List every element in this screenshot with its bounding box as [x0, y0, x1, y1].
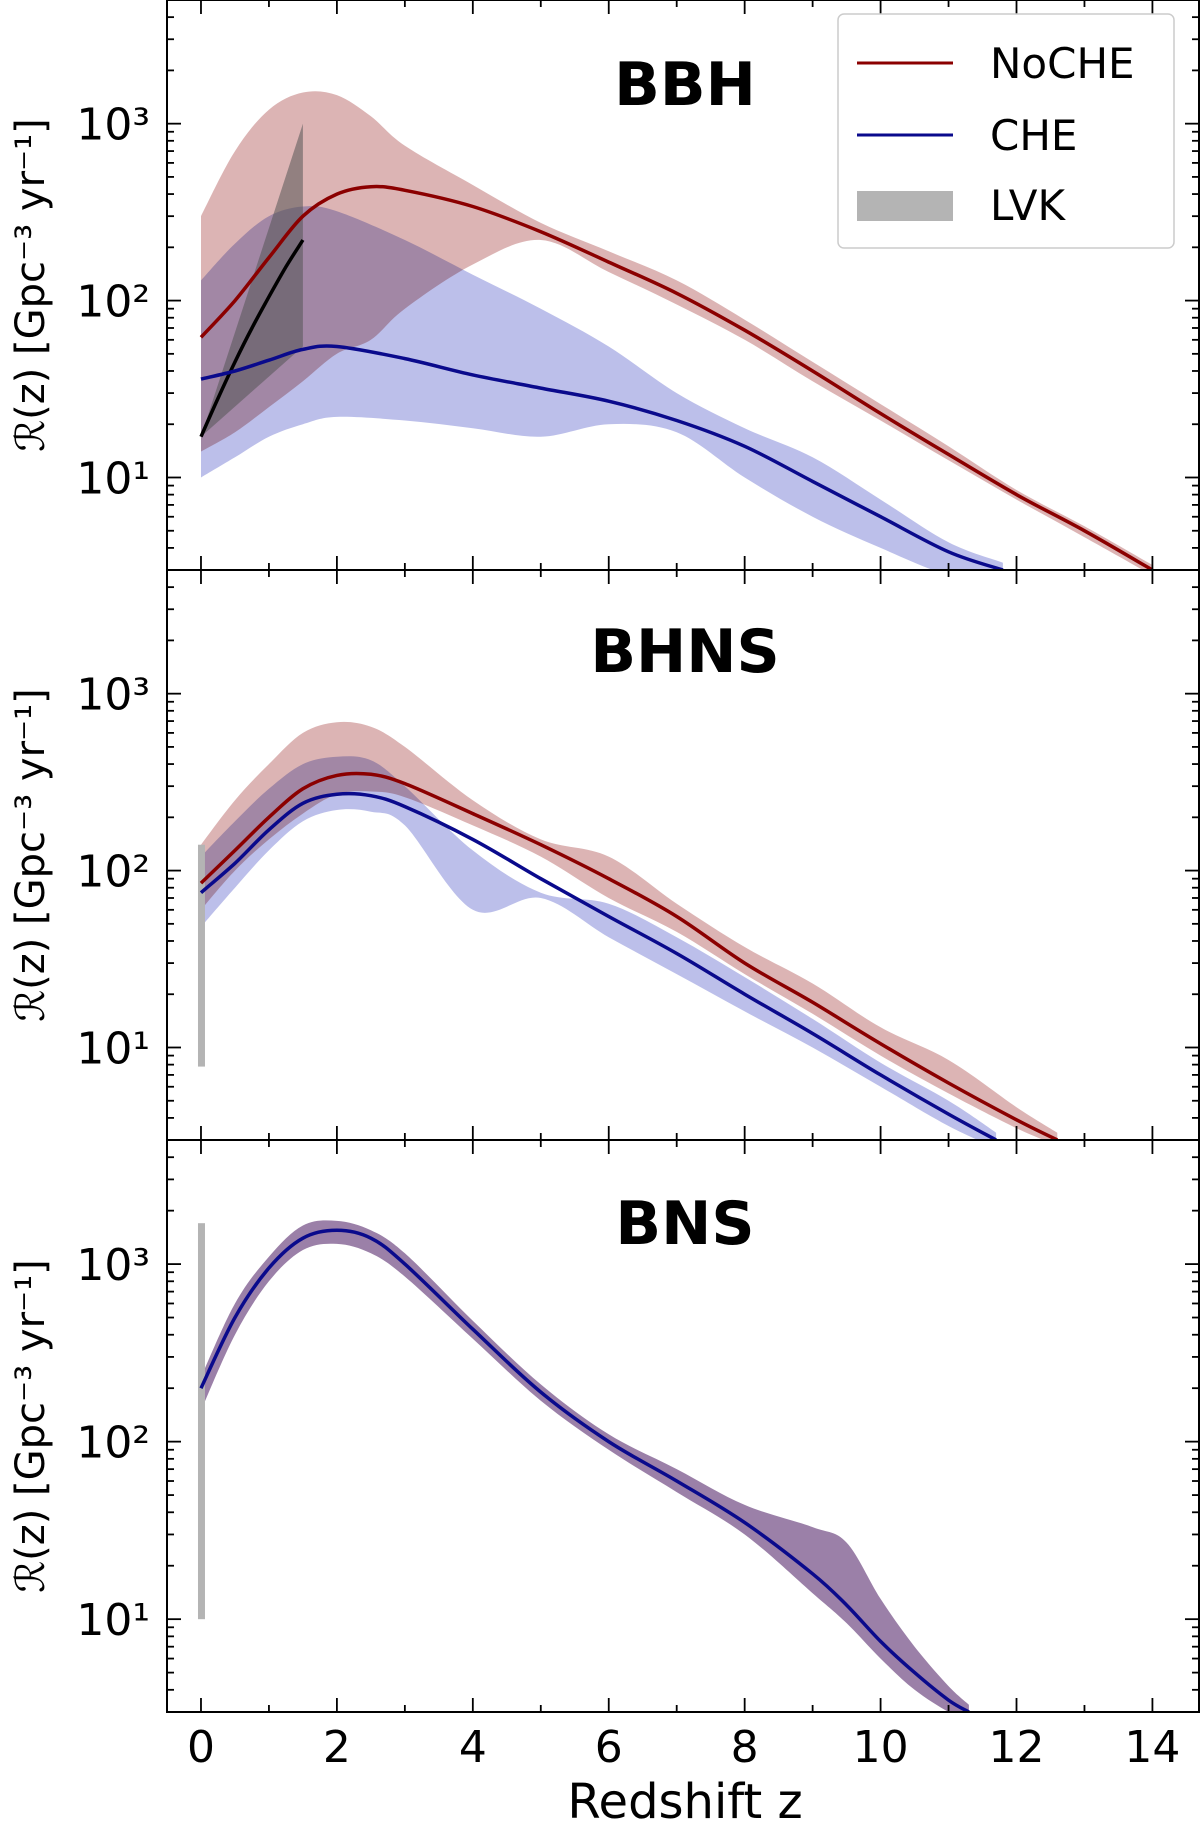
plot-area — [199, 91, 1154, 570]
band-noche — [201, 721, 1058, 1140]
band-noche — [201, 91, 1153, 570]
legend-label-noche: NoCHE — [990, 39, 1135, 88]
x-tick-label: 8 — [731, 1722, 759, 1773]
line-che — [200, 344, 1004, 570]
panel-bhns: 10¹ 10² 10³ ℛ(z) [Gpc⁻³ yr⁻¹] BHNS — [8, 569, 1200, 1141]
y-tick-label: 10³ — [76, 670, 150, 721]
legend-swatch-lvk — [857, 191, 953, 221]
lvk-bar — [197, 1223, 205, 1620]
plot-area — [197, 1220, 970, 1712]
x-axis-label: Redshift z — [567, 1774, 802, 1822]
x-tick-label: 6 — [595, 1722, 623, 1773]
y-tick-label: 10¹ — [76, 1595, 150, 1646]
line-che — [199, 1228, 970, 1712]
lvk-bar — [197, 844, 205, 1067]
line-noche — [199, 771, 1059, 1140]
y-tick-label: 10² — [76, 847, 150, 898]
y-tick-label: 10³ — [76, 1240, 150, 1291]
y-tick-label: 10² — [76, 1418, 150, 1469]
band-che-noche-overlap — [201, 1220, 969, 1712]
y-axis-label: ℛ(z) [Gpc⁻³ yr⁻¹] — [8, 118, 54, 452]
panel-title: BHNS — [590, 617, 779, 687]
legend-frame — [837, 13, 1175, 249]
axes-frame — [166, 1139, 1200, 1713]
y-tick-label: 10¹ — [76, 453, 150, 504]
panel-title: BNS — [615, 1189, 754, 1259]
panels-group: 10¹ 10² 10³ ℛ(z) [Gpc⁻³ yr⁻¹] BBH 10¹ 10² 10³ ℛ(… — [8, 0, 1200, 1713]
panel-bns: 10¹ 10² 10³ ℛ(z) [Gpc⁻³ yr⁻¹] BNS — [8, 1139, 1200, 1713]
x-tick-label: 4 — [459, 1722, 487, 1773]
x-tick-label: 2 — [323, 1722, 351, 1773]
band-che — [201, 206, 1003, 570]
lvk-fit-line — [199, 239, 305, 438]
y-tick-label: 10² — [76, 277, 150, 328]
x-tick-labels: 0 2 4 6 8 10 12 14 — [187, 1722, 1180, 1773]
panel-title: BBH — [614, 50, 756, 120]
x-tick-label: 14 — [1124, 1722, 1180, 1773]
y-tick-label: 10³ — [76, 100, 150, 151]
line-noche — [199, 184, 1154, 570]
line-che — [199, 791, 997, 1140]
legend: NoCHE CHE LVK — [837, 13, 1175, 249]
band-che — [201, 756, 997, 1140]
x-tick-label: 10 — [853, 1722, 909, 1773]
y-axis-label: ℛ(z) [Gpc⁻³ yr⁻¹] — [8, 1259, 54, 1593]
x-tick-label: 12 — [989, 1722, 1045, 1773]
legend-label-lvk: LVK — [990, 181, 1067, 230]
panel-bbh: 10¹ 10² 10³ ℛ(z) [Gpc⁻³ yr⁻¹] BBH — [8, 0, 1200, 571]
legend-label-che: CHE — [990, 111, 1077, 160]
x-tick-label: 0 — [187, 1722, 215, 1773]
y-axis-label: ℛ(z) [Gpc⁻³ yr⁻¹] — [8, 688, 54, 1022]
y-tick-label: 10¹ — [76, 1023, 150, 1074]
plot-area — [197, 721, 1059, 1140]
